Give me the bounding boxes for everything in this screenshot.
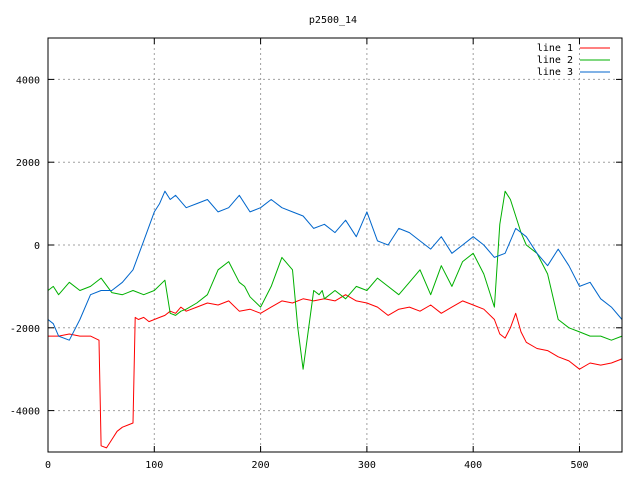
series-line-3 (47, 190, 623, 341)
y-tick-label: -2000 (10, 324, 40, 335)
y-tick-label: 4000 (16, 75, 40, 86)
legend-label: line 1 (537, 43, 573, 54)
x-tick-label: 0 (45, 460, 51, 471)
y-tick-label: 0 (34, 241, 40, 252)
chart-title: p2500_14 (309, 15, 357, 26)
x-tick-label: 400 (464, 460, 482, 471)
x-tick-label: 200 (252, 460, 270, 471)
x-tick-label: 300 (358, 460, 376, 471)
y-tick-label: 2000 (16, 158, 40, 169)
x-tick-label: 500 (570, 460, 588, 471)
legend-label: line 2 (537, 55, 573, 66)
series-line-2 (47, 190, 623, 370)
legend-label: line 3 (537, 67, 573, 78)
axis-ticks: 0 100 200 300 400 500 -4000 -2000 0 2000 4000 (10, 38, 622, 471)
x-tick-label: 100 (145, 460, 163, 471)
grid (48, 38, 622, 452)
series-lines (47, 190, 623, 449)
y-tick-label: -4000 (10, 407, 40, 418)
series-line-1 (48, 294, 623, 449)
